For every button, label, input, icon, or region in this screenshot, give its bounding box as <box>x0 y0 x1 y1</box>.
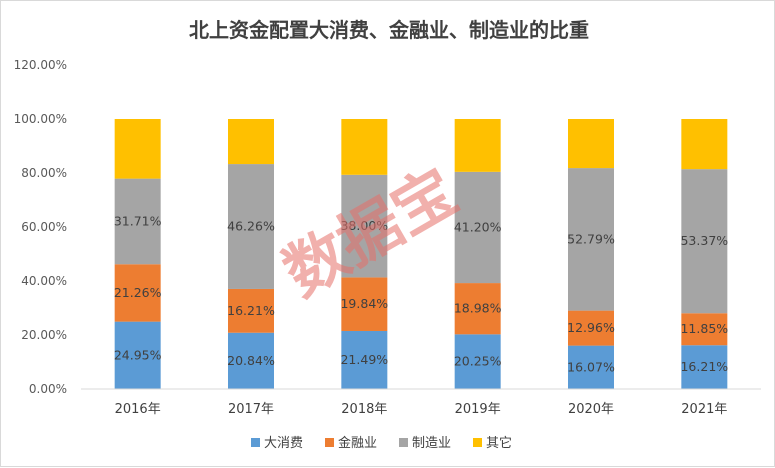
legend-label: 制造业 <box>412 436 451 451</box>
data-label: 38.00% <box>340 218 388 233</box>
bar-segment-3 <box>228 164 274 289</box>
data-label: 41.20% <box>454 219 502 234</box>
bar-segment-3 <box>568 168 614 311</box>
bar-segment-2 <box>341 277 388 331</box>
bar-segment-4 <box>568 119 614 169</box>
legend-label: 大消费 <box>264 436 303 451</box>
legend-swatch <box>473 438 482 447</box>
data-label: 52.79% <box>567 231 615 246</box>
y-tick-label: 40.00% <box>21 274 67 288</box>
bar-segment-3 <box>114 178 161 265</box>
bar-segment-3 <box>341 174 388 278</box>
bar-segment-2 <box>681 313 728 346</box>
x-tick-label: 2016年 <box>115 402 161 417</box>
data-labels: 24.95% 21.26% 31.71% 20.84% 16.21% 46.26% 21.4… <box>114 213 728 374</box>
data-label: 16.21% <box>680 359 728 374</box>
data-label: 53.37% <box>680 233 728 248</box>
bar-segment-2 <box>228 288 274 333</box>
y-tick-label: 80.00% <box>21 166 67 180</box>
bar-segment-3 <box>681 169 728 314</box>
data-label: 20.25% <box>454 354 502 369</box>
x-tick-label: 2019年 <box>455 402 501 417</box>
y-tick-label: 0.00% <box>29 382 67 396</box>
data-label: 24.95% <box>114 347 162 362</box>
bar-segment-1 <box>568 345 614 389</box>
data-label: 19.84% <box>340 296 388 311</box>
chart-title: 北上资金配置大消费、金融业、制造业的比重 <box>189 18 589 42</box>
y-tick-label: 120.00% <box>14 58 67 72</box>
bar-segment-2 <box>114 264 161 322</box>
data-label: 18.98% <box>454 301 502 316</box>
data-label: 12.96% <box>567 320 615 335</box>
data-label: 11.85% <box>680 321 728 336</box>
x-tick-label: 2020年 <box>568 402 614 417</box>
y-tick-label: 20.00% <box>21 328 67 342</box>
bars <box>114 119 728 389</box>
x-tick-label: 2017年 <box>228 402 274 417</box>
bar-segment-3 <box>454 171 501 284</box>
bar-segment-2 <box>454 283 501 335</box>
data-label: 16.07% <box>567 359 615 374</box>
bar-segment-4 <box>341 119 388 175</box>
legend-label: 其它 <box>486 435 512 451</box>
bar-segment-1 <box>228 332 274 389</box>
bar-segment-4 <box>114 119 161 179</box>
legend-swatch <box>251 438 260 447</box>
bar-segment-1 <box>341 330 388 389</box>
bar-segment-2 <box>568 310 614 346</box>
x-tick-label: 2021年 <box>681 402 727 417</box>
legend-swatch <box>325 438 334 447</box>
data-label: 20.84% <box>227 353 275 368</box>
data-label: 31.71% <box>114 213 162 228</box>
x-axis: 2016年 2017年 2018年 2019年 2020年 2021年 <box>81 388 761 417</box>
y-tick-label: 60.00% <box>21 220 67 234</box>
data-label: 16.21% <box>227 303 275 318</box>
legend-label: 金融业 <box>338 435 377 451</box>
bar-segment-1 <box>454 334 501 389</box>
y-tick-label: 100.00% <box>14 112 67 126</box>
bar-segment-1 <box>681 345 728 389</box>
bar-segment-4 <box>681 119 728 170</box>
data-label: 46.26% <box>227 219 275 234</box>
bar-segment-1 <box>114 321 161 389</box>
data-label: 21.26% <box>114 285 162 300</box>
data-label: 21.49% <box>340 352 388 367</box>
x-tick-label: 2018年 <box>341 402 387 417</box>
bar-segment-4 <box>454 119 501 172</box>
legend: 大消费 金融业 制造业 其它 <box>251 435 512 451</box>
bar-segment-4 <box>228 119 274 165</box>
y-axis: 0.00% 20.00% 40.00% 60.00% 80.00% 100.00% 120.… <box>14 58 67 396</box>
legend-swatch <box>399 438 408 447</box>
